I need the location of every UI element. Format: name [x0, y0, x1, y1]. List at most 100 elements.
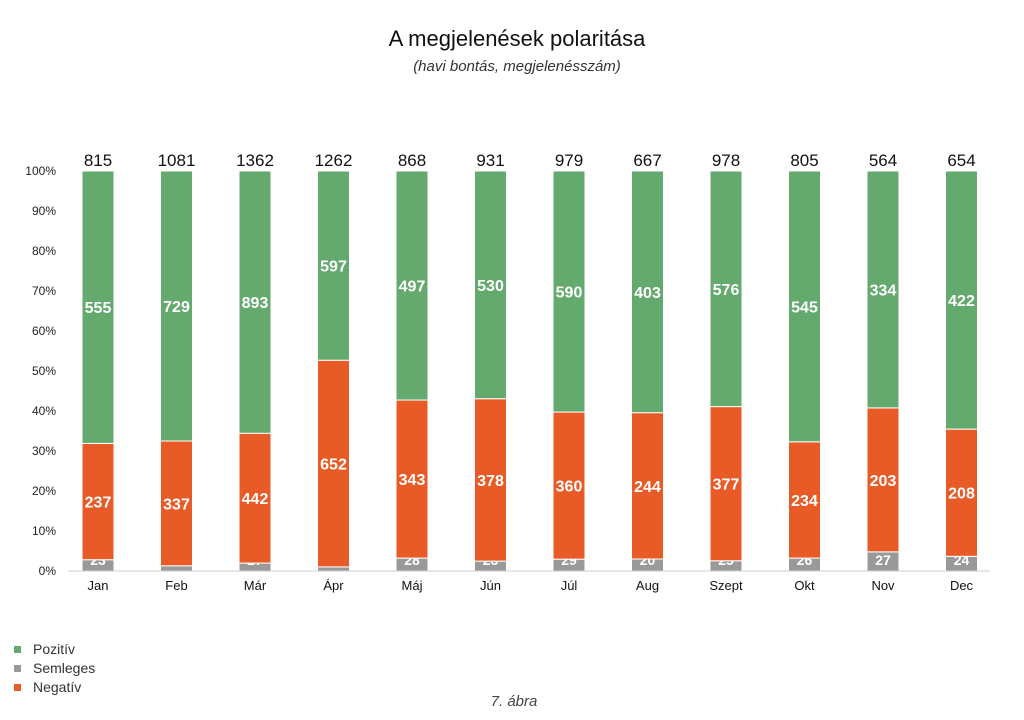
bar-segment-negatv — [552, 411, 586, 560]
bar-segment-negatv — [709, 406, 743, 562]
y-tick-label: 50% — [32, 364, 56, 378]
y-tick-label: 40% — [32, 404, 56, 418]
bar-segment-pozitv — [395, 170, 429, 401]
bar-segment-pozitv — [474, 170, 507, 400]
data-label: 237 — [85, 495, 112, 512]
data-label: 208 — [948, 486, 975, 503]
total-label: 805 — [790, 151, 818, 170]
data-label: 403 — [634, 285, 661, 302]
total-label: 1081 — [158, 151, 196, 170]
bar-group: 27 203 334 564 Nov — [866, 151, 900, 593]
data-label: 343 — [399, 472, 426, 489]
chart-title: A megjelenések polaritása — [388, 26, 646, 51]
bar-group: 143377291081Feb — [158, 151, 196, 593]
y-axis: 0% 10% 20% 30% 40% 50% 60% 70% 80% 90% 100% — [25, 164, 56, 578]
x-tick-label: Júl — [561, 578, 578, 593]
bar-segment-negatv — [238, 432, 272, 564]
data-label: 545 — [791, 299, 818, 316]
legend-label-pozitiv: Pozitív — [33, 641, 76, 657]
total-label: 815 — [84, 151, 112, 170]
bar-segment-negatv — [395, 399, 429, 559]
bar-group: 23237555815Jan — [81, 151, 115, 593]
x-tick-label: Nov — [871, 578, 895, 593]
y-tick-label: 20% — [32, 484, 56, 498]
total-label: 564 — [869, 151, 897, 170]
data-label: 234 — [791, 493, 818, 510]
bar-group: 274428931362Már — [236, 151, 274, 593]
bar-segment-pozitv — [317, 170, 350, 361]
y-tick-label: 60% — [32, 324, 56, 338]
legend-item-negativ: Negatív — [14, 678, 95, 697]
x-tick-label: Jan — [88, 578, 109, 593]
bar-segment-negatv — [474, 398, 507, 562]
total-label: 979 — [555, 151, 583, 170]
bar-segment-negatv — [81, 442, 115, 561]
bar-segment-pozitv — [552, 170, 586, 413]
bar-segment-negatv — [945, 428, 978, 557]
figure-caption: 7. ábra — [490, 693, 538, 710]
legend-item-semleges: Semleges — [14, 659, 95, 678]
bar-segment-pozitv — [160, 170, 193, 442]
y-tick-label: 30% — [32, 444, 56, 458]
x-tick-label: Feb — [165, 578, 187, 593]
bar-segment-pozitv — [945, 170, 978, 430]
bars: 23237555815Jan143377291081Feb27442893136… — [81, 151, 978, 593]
data-label: 337 — [163, 496, 190, 513]
x-tick-label: Máj — [402, 578, 423, 593]
bar-segment-pozitv — [866, 170, 900, 409]
y-tick-label: 70% — [32, 284, 56, 298]
legend-swatch-semleges — [14, 665, 21, 672]
total-label: 868 — [398, 151, 426, 170]
chart-subtitle: (havi bontás, megjelenésszám) — [413, 58, 621, 75]
total-label: 931 — [476, 151, 504, 170]
x-tick-label: Aug — [636, 578, 659, 593]
bar-segment-negatv — [160, 440, 193, 567]
data-label: 442 — [242, 491, 269, 508]
total-label: 1262 — [315, 151, 353, 170]
data-label: 530 — [477, 278, 504, 295]
data-label: 378 — [477, 473, 504, 490]
data-label: 377 — [713, 477, 740, 494]
x-tick-label: Szept — [709, 578, 743, 593]
y-tick-label: 10% — [32, 524, 56, 538]
bar-segment-negatv — [866, 407, 900, 553]
y-tick-label: 90% — [32, 204, 56, 218]
total-label: 1362 — [236, 151, 274, 170]
legend-label-semleges: Semleges — [33, 660, 96, 676]
bar-group: 23378530931Jún — [474, 151, 507, 593]
total-label: 654 — [947, 151, 975, 170]
bar-segment-pozitv — [631, 170, 664, 414]
bar-segment-pozitv — [81, 170, 115, 444]
data-label: 576 — [713, 282, 740, 299]
total-label: 667 — [633, 151, 661, 170]
legend: Pozitív Semleges Negatív — [14, 640, 95, 697]
data-label: 893 — [242, 295, 269, 312]
y-tick-label: 0% — [39, 564, 57, 578]
legend-label-negativ: Negatív — [33, 679, 82, 695]
data-label: 590 — [556, 285, 583, 302]
legend-swatch-negativ — [14, 684, 21, 691]
data-label: 597 — [320, 259, 347, 276]
data-label: 203 — [870, 473, 897, 490]
y-tick-label: 80% — [32, 244, 56, 258]
bar-segment-negatv — [317, 359, 350, 568]
data-label: 27 — [875, 552, 891, 568]
data-label: 422 — [948, 293, 975, 310]
data-label: 729 — [163, 299, 190, 316]
data-label: 497 — [399, 279, 426, 296]
data-label: 244 — [634, 479, 661, 496]
legend-swatch-pozitiv — [14, 646, 21, 653]
chart-plot: 0%10%20%30%40%50%60%70%80%90%100% 232375… — [25, 151, 990, 593]
bar-segment-negatv — [631, 412, 664, 560]
bar-segment-pozitv — [709, 170, 743, 408]
legend-item-pozitiv: Pozitív — [14, 640, 95, 659]
data-label: 555 — [85, 300, 112, 317]
data-label: 652 — [320, 457, 347, 474]
data-label: 360 — [556, 479, 583, 496]
y-tick-label: 100% — [25, 164, 56, 178]
x-tick-label: Jún — [480, 578, 501, 593]
